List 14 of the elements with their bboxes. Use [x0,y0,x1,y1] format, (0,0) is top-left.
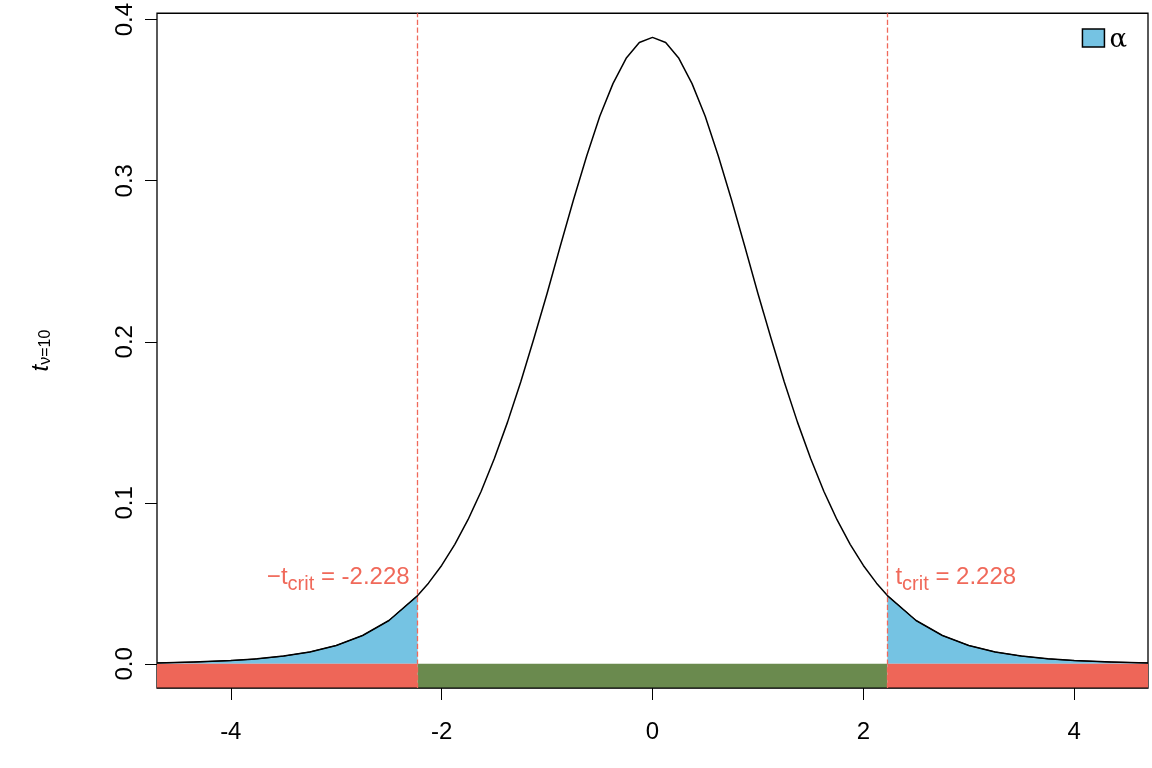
y-tick-label: 0.4 [109,2,137,37]
x-tick-label: 2 [856,716,871,744]
legend-label: α [1109,23,1127,53]
y-tick-label: 0.3 [109,164,137,198]
y-axis-title: tν=10 [25,329,53,372]
x-tick-label: -2 [430,716,453,744]
x-tick-label: 0 [645,716,660,744]
y-tick-label: 0.1 [109,486,137,520]
y-tick-label: 0.0 [109,647,137,681]
ref-line-label: t$_{crit}$ = 2.228 [895,561,1017,595]
x-tick-label: 4 [1067,716,1081,744]
y-tick-label: 0.2 [109,325,137,359]
ref-line-label: −t$_{crit}$ = -2.228 [266,561,410,595]
x-tick-label: -4 [220,716,242,744]
